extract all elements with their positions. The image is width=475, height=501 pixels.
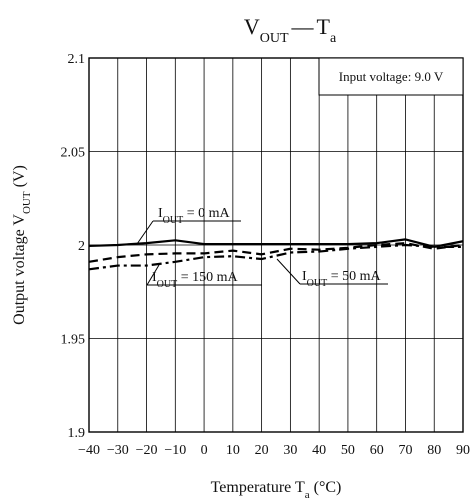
x-tick-label: 0 [201, 443, 208, 458]
x-tick-label: −10 [164, 443, 186, 458]
label-leader [136, 220, 154, 245]
x-tick-label: 30 [283, 443, 297, 458]
series-line-0ma [88, 238, 464, 248]
x-tick-label: 70 [398, 443, 412, 458]
label-leader [276, 258, 301, 285]
y-tick-labels: 1.9 1.95 2 2.05 2.1 [61, 52, 86, 441]
series-label-text: IOUT = 150 mA [152, 270, 239, 290]
chart-title: VOUT — Ta [244, 14, 337, 46]
series-line-50ma [88, 242, 464, 263]
x-tick-label: 50 [341, 443, 355, 458]
x-tick-labels: −40 −30 −20 −10 0 10 20 30 40 50 60 70 80 90 [78, 443, 470, 458]
plot-frame [88, 57, 464, 433]
series-label-text: IOUT = 50 mA [302, 269, 382, 289]
y-tick-label: 2.1 [68, 52, 86, 67]
y-tick-label: 2 [78, 239, 85, 254]
y-tick-label: 2.05 [61, 146, 86, 161]
series-label-0ma: IOUT = 0 mA [136, 206, 241, 245]
x-tick-label: 10 [226, 443, 240, 458]
series-line-150ma [88, 243, 463, 271]
x-tick-label: 90 [456, 443, 470, 458]
x-axis-label: Temperature Ta (°C) [211, 479, 342, 501]
series-label-text: IOUT = 0 mA [158, 206, 231, 226]
series-label-150ma: IOUT = 150 mA [146, 264, 262, 290]
x-tick-label: 40 [312, 443, 326, 458]
y-axis-label: Output voltage VOUT (V) [11, 165, 33, 325]
y-tick-label: 1.95 [61, 333, 86, 348]
series-label-50ma: IOUT = 50 mA [276, 258, 388, 289]
y-tick-label: 1.9 [68, 426, 86, 441]
x-tick-label: −40 [78, 443, 100, 458]
x-tick-label: −20 [136, 443, 158, 458]
label-leader [146, 264, 160, 286]
x-tick-label: −30 [107, 443, 129, 458]
x-tick-label: 20 [255, 443, 269, 458]
annotation-text: Input voltage: 9.0 V [339, 69, 444, 84]
x-tick-label: 80 [427, 443, 441, 458]
annotation-box [318, 57, 464, 96]
series-layer [88, 238, 464, 271]
x-tick-label: 60 [370, 443, 384, 458]
